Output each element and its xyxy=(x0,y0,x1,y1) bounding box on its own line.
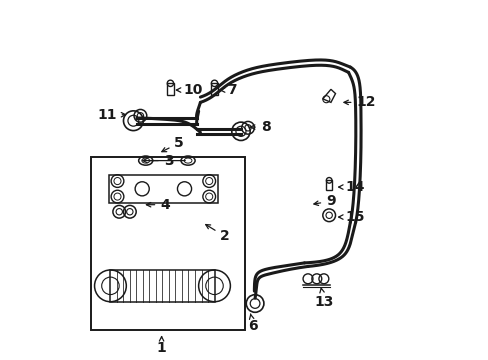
Text: 5: 5 xyxy=(162,136,183,152)
Text: 10: 10 xyxy=(176,83,203,97)
Bar xyxy=(167,83,173,95)
Text: 6: 6 xyxy=(248,314,258,333)
Text: 8: 8 xyxy=(250,120,270,134)
Text: 3: 3 xyxy=(142,154,173,168)
Text: 15: 15 xyxy=(338,210,365,224)
Text: 13: 13 xyxy=(314,288,333,309)
Text: 7: 7 xyxy=(220,83,237,97)
Bar xyxy=(108,175,218,203)
Bar xyxy=(211,83,217,95)
Text: 9: 9 xyxy=(313,194,335,208)
Bar xyxy=(91,157,244,330)
Bar xyxy=(325,180,331,190)
Text: 4: 4 xyxy=(146,198,170,212)
Text: 11: 11 xyxy=(97,108,125,122)
Text: 12: 12 xyxy=(343,95,375,109)
Text: 1: 1 xyxy=(156,337,166,355)
Text: 2: 2 xyxy=(205,225,229,243)
Bar xyxy=(110,270,214,302)
Text: 14: 14 xyxy=(338,180,365,194)
